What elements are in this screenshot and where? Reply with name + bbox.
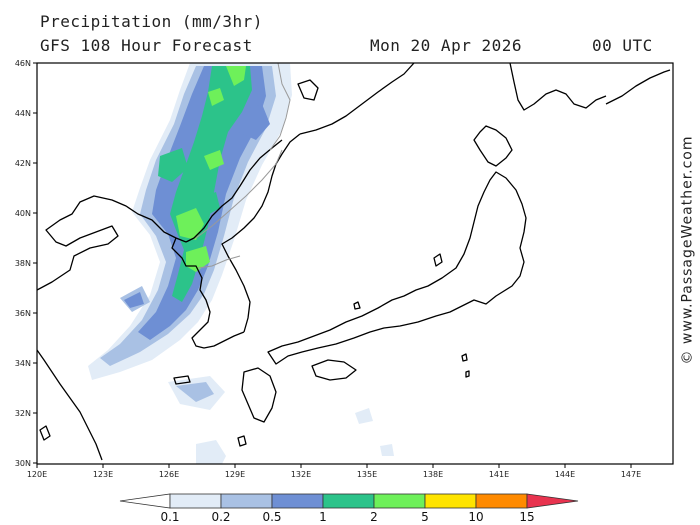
legend-swatch: [424, 493, 477, 509]
precip-band-2: [226, 66, 246, 86]
coastlines: [37, 63, 671, 461]
coast-sado: [433, 253, 443, 267]
coast-shikoku: [311, 359, 357, 381]
coast-jeju: [173, 375, 191, 385]
legend-label: 0.2: [211, 510, 230, 524]
legend-labels: 0.1 0.2 0.5 1 2 5 10 15: [160, 510, 534, 524]
coast-china-south: [37, 349, 103, 461]
legend-swatch: [220, 493, 273, 509]
precip-patch-05-ne: [236, 104, 270, 140]
precip-patch-light-e: [355, 408, 373, 424]
lat-label: 32N: [15, 409, 31, 418]
coast-zhoushan: [39, 425, 51, 441]
map-background: [37, 63, 673, 464]
legend-swatch-low-arrow: [119, 493, 171, 509]
valid-date: Mon 20 Apr 2026: [370, 36, 522, 55]
legend-swatch: [169, 493, 222, 509]
coast-izu2: [465, 370, 470, 378]
lon-label: 138E: [423, 470, 443, 479]
lat-label: 36N: [15, 309, 31, 318]
legend-swatch: [475, 493, 528, 509]
coast-ryukyu: [237, 435, 247, 447]
map-subtitle: GFS 108 Hour Forecast: [40, 36, 253, 55]
precip-patch-02-sw: [176, 382, 214, 402]
legend-label: 15: [519, 510, 534, 524]
map-title: Precipitation (mm/3hr): [40, 12, 263, 31]
lat-label: 40N: [15, 209, 31, 218]
precip-band-1: [170, 66, 252, 302]
lat-labels: 46N 44N 42N 40N 38N 36N 34N 32N 30N: [15, 59, 31, 468]
legend-label: 10: [468, 510, 483, 524]
coast-honshu: [267, 171, 527, 365]
legend-swatch: [271, 493, 324, 509]
precip-patch-light-e2: [380, 444, 394, 456]
precip-patch-2-c: [176, 208, 204, 240]
lon-label: 135E: [357, 470, 377, 479]
lake-khanka: [297, 79, 319, 101]
legend-label: 0.5: [262, 510, 281, 524]
lon-label: 144E: [555, 470, 575, 479]
lon-label: 126E: [159, 470, 179, 479]
lat-label: 38N: [15, 259, 31, 268]
lon-labels: 120E 123E 126E 129E 132E 135E 138E 141E …: [27, 470, 641, 479]
precip-legend: 0.1 0.2 0.5 1 2 5 10 15: [119, 493, 579, 524]
coast-korea-east: [221, 133, 301, 333]
lon-label: 129E: [225, 470, 245, 479]
lon-label: 141E: [489, 470, 509, 479]
lon-label: 132E: [291, 470, 311, 479]
valid-time: 00 UTC: [592, 36, 653, 55]
border-korea-dmz: [197, 255, 241, 269]
lat-ticks: [33, 62, 37, 464]
lat-label: 46N: [15, 59, 31, 68]
lat-label: 34N: [15, 359, 31, 368]
borders: [195, 63, 291, 269]
coast-kyushu: [241, 367, 277, 423]
legend-swatch: [373, 493, 426, 509]
coast-hokkaido: [473, 125, 513, 167]
precip-patch-1-m: [198, 192, 220, 216]
precip-patch-light-s: [196, 440, 226, 464]
coast-korea-west: [171, 237, 245, 349]
coast-sakhalin: [509, 63, 607, 111]
border-china-korea: [195, 149, 283, 239]
legend-swatch-high-arrow: [526, 493, 579, 509]
legend-label: 5: [421, 510, 429, 524]
lat-label: 44N: [15, 109, 31, 118]
coast-izu: [461, 353, 468, 362]
lon-label: 147E: [621, 470, 641, 479]
lat-label: 42N: [15, 159, 31, 168]
precip-layer: [88, 63, 394, 464]
lat-label: 30N: [15, 459, 31, 468]
precip-patch-2-b: [204, 150, 224, 170]
coast-kurils: [605, 69, 671, 105]
coast-liaodong: [185, 139, 283, 243]
precip-patch-1-n: [158, 148, 188, 182]
lon-label: 120E: [27, 470, 47, 479]
border-china-russia: [269, 63, 291, 151]
coast-china-bohai: [37, 195, 187, 291]
precip-patch-05-w: [124, 292, 144, 308]
coast-oki: [353, 301, 361, 310]
legend-label: 2: [370, 510, 378, 524]
coast-primorye: [299, 63, 415, 135]
precip-patch-2-a: [208, 88, 224, 106]
legend-swatch: [322, 493, 375, 509]
legend-label: 1: [319, 510, 327, 524]
lon-label: 123E: [93, 470, 113, 479]
lon-ticks: [36, 464, 632, 468]
legend-label: 0.1: [160, 510, 179, 524]
